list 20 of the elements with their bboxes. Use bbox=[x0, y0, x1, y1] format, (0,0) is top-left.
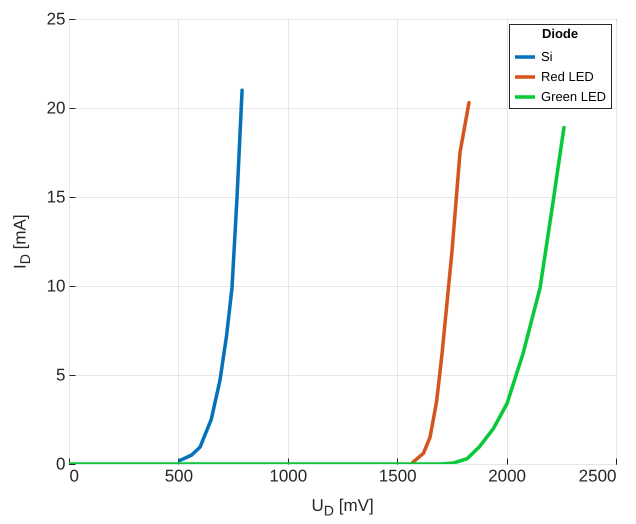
line-series bbox=[178, 88, 244, 462]
y-tick-label: 20 bbox=[46, 98, 66, 118]
legend-label: Si bbox=[541, 49, 553, 64]
x-tick-label: 2000 bbox=[488, 466, 526, 486]
legend-label: Green LED bbox=[541, 89, 606, 104]
y-tick-label: 5 bbox=[56, 366, 66, 384]
legend-label: Red LED bbox=[541, 69, 594, 84]
line-series bbox=[69, 126, 566, 464]
legend-title: Diode bbox=[542, 26, 578, 41]
x-tick-label: 0 bbox=[70, 466, 79, 486]
x-tick-label: 1000 bbox=[269, 466, 308, 486]
line-series bbox=[411, 100, 471, 464]
y-tick-label: 10 bbox=[46, 276, 66, 296]
x-tick-label: 500 bbox=[164, 466, 194, 486]
y-tick-label: 0 bbox=[56, 454, 66, 474]
x-tick-label: 1500 bbox=[378, 466, 417, 486]
x-tick-label: 2500 bbox=[578, 466, 616, 486]
x-axis-title: U$_{D}$ [mV] bbox=[312, 496, 374, 520]
y-tick-label: 15 bbox=[46, 188, 66, 206]
y-tick-label: 25 bbox=[46, 10, 66, 28]
